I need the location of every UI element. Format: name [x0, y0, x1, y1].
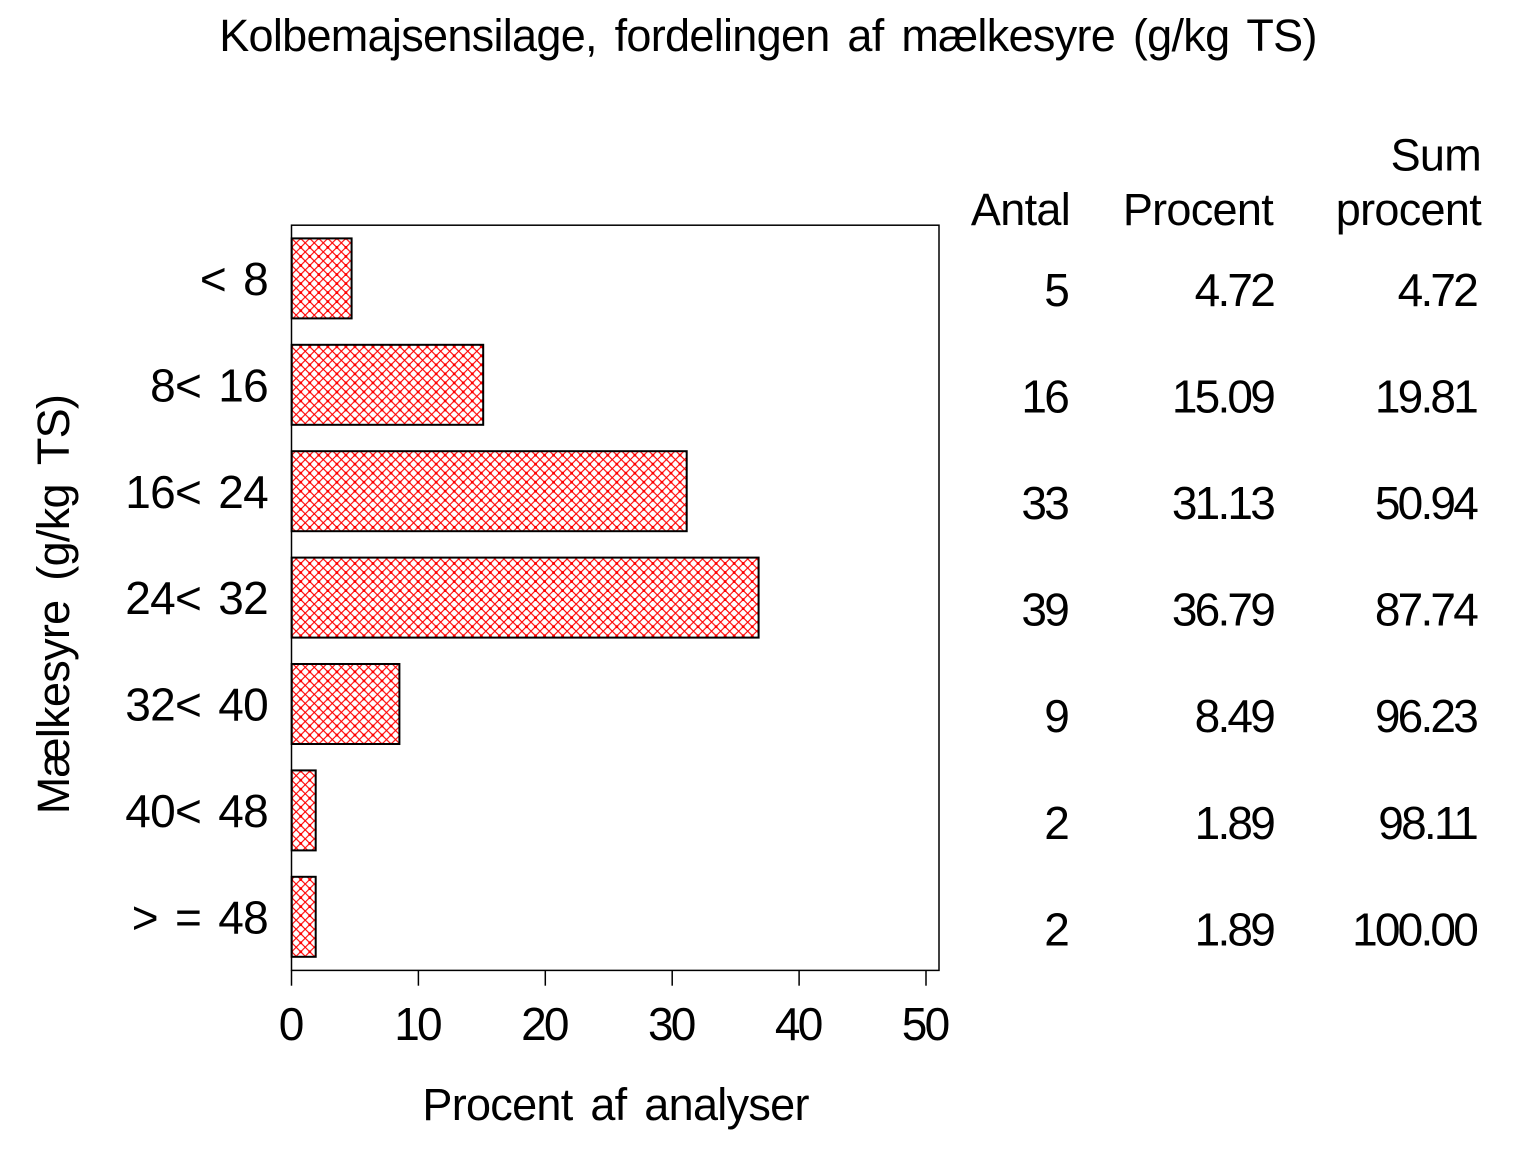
svg-text:98.11: 98.11	[1378, 797, 1477, 849]
svg-text:40< 48: 40< 48	[125, 785, 268, 837]
svg-text:4.72: 4.72	[1195, 264, 1275, 316]
svg-text:9: 9	[1044, 690, 1068, 742]
svg-text:16< 24: 16< 24	[125, 466, 268, 518]
svg-text:31.13: 31.13	[1172, 477, 1274, 529]
svg-text:4.72: 4.72	[1398, 264, 1478, 316]
svg-text:procent: procent	[1336, 184, 1482, 235]
svg-text:> = 48: > = 48	[132, 891, 268, 943]
svg-text:15.09: 15.09	[1172, 371, 1274, 423]
svg-text:32< 40: 32< 40	[125, 679, 268, 731]
svg-text:16: 16	[1021, 371, 1068, 423]
svg-text:< 8: < 8	[200, 253, 268, 305]
svg-text:50.94: 50.94	[1375, 477, 1478, 529]
svg-text:24< 32: 24< 32	[125, 572, 268, 624]
svg-text:2: 2	[1044, 903, 1068, 955]
svg-text:5: 5	[1044, 264, 1068, 316]
svg-text:87.74: 87.74	[1375, 584, 1478, 636]
svg-text:39: 39	[1021, 584, 1068, 636]
svg-text:36.79: 36.79	[1172, 584, 1274, 636]
svg-text:Antal: Antal	[971, 184, 1070, 235]
svg-text:Kolbemajsensilage, fordelingen: Kolbemajsensilage, fordelingen af mælkes…	[219, 10, 1317, 61]
svg-text:100.00: 100.00	[1352, 903, 1477, 955]
svg-text:Mælkesyre (g/kg TS): Mælkesyre (g/kg TS)	[28, 395, 79, 814]
svg-text:8.49: 8.49	[1195, 690, 1275, 742]
svg-text:8< 16: 8< 16	[150, 359, 268, 411]
svg-text:19.81: 19.81	[1375, 371, 1477, 423]
svg-text:50: 50	[902, 998, 949, 1050]
svg-text:30: 30	[648, 998, 695, 1050]
svg-text:Procent: Procent	[1123, 184, 1274, 235]
svg-text:20: 20	[521, 998, 568, 1050]
svg-text:33: 33	[1021, 477, 1068, 529]
svg-text:2: 2	[1044, 797, 1068, 849]
svg-text:Procent af analyser: Procent af analyser	[422, 1079, 809, 1130]
svg-text:10: 10	[394, 998, 441, 1050]
svg-text:40: 40	[775, 998, 822, 1050]
svg-text:0: 0	[279, 998, 303, 1050]
svg-text:96.23: 96.23	[1375, 690, 1477, 742]
svg-text:Sum: Sum	[1391, 129, 1481, 180]
svg-text:1.89: 1.89	[1195, 797, 1275, 849]
svg-text:1.89: 1.89	[1195, 903, 1275, 955]
